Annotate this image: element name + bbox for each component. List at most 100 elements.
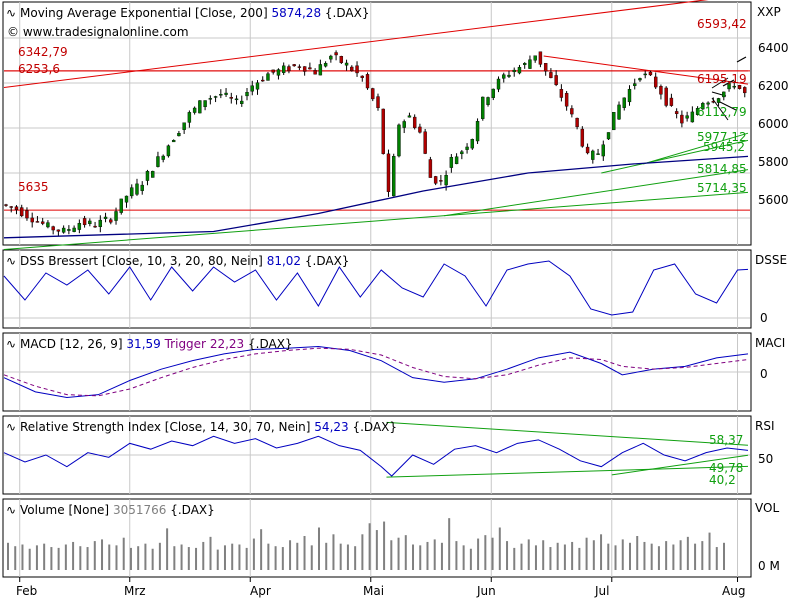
volume-bar: [86, 547, 89, 570]
projection-arrow: [711, 77, 729, 89]
volume-bar: [600, 534, 603, 570]
candle-down: [559, 89, 564, 98]
rsi-support-line-40: [386, 465, 749, 478]
volume-bar: [715, 547, 718, 570]
candle-up: [601, 144, 605, 157]
price-panel-title: Moving Average Exponential [Close, 200] …: [20, 6, 369, 20]
x-tick-jun: Jun: [476, 584, 496, 598]
candle-down: [653, 76, 658, 88]
volume-bar: [657, 546, 660, 570]
candle-up: [643, 73, 647, 76]
volume-bar: [115, 545, 118, 570]
candle-up: [240, 100, 244, 104]
candle-down: [433, 176, 438, 184]
volume-bar: [245, 547, 248, 570]
volume-bar: [187, 547, 190, 570]
candle-up: [701, 103, 705, 110]
candle-down: [381, 108, 385, 154]
volume-bar: [469, 548, 472, 570]
volume-bar: [534, 545, 537, 570]
volume-bar: [390, 540, 393, 570]
candle-down: [423, 131, 427, 154]
ema-200-line: [3, 155, 749, 239]
volume-bar: [289, 540, 292, 570]
volume-bar: [28, 548, 31, 570]
candle-down: [14, 206, 19, 211]
dss-line: [3, 260, 749, 316]
candle-up: [481, 96, 485, 119]
candle-down: [51, 226, 55, 231]
candle-down: [56, 229, 61, 232]
volume-bar: [672, 544, 675, 570]
candle-up: [690, 111, 695, 123]
candle-up: [103, 216, 108, 219]
volume-bar: [513, 547, 516, 570]
candle-down: [376, 96, 380, 109]
volume-bar: [556, 542, 559, 570]
volume-bar: [419, 545, 422, 570]
candle-down: [418, 126, 422, 133]
candle-up: [695, 108, 700, 115]
volume-bar: [57, 547, 60, 570]
candle-down: [35, 221, 40, 223]
volume-bar: [694, 543, 697, 570]
volume-bar: [173, 546, 176, 570]
volume-bar: [665, 541, 668, 570]
copyright-label: © www.tradesignalonline.com: [7, 25, 189, 39]
volume-bar: [361, 534, 364, 570]
rsi-level-label-49: 49,78: [709, 461, 743, 475]
candle-up: [140, 184, 144, 191]
indicator-lines: [3, 155, 749, 477]
volume-bar: [643, 541, 646, 570]
volume-bar: [578, 547, 581, 570]
candle-down: [386, 153, 391, 192]
volume-bar: [354, 546, 357, 570]
candle-down: [297, 66, 302, 68]
volume-bar: [281, 547, 284, 570]
candle-up: [491, 88, 495, 98]
volume-bar: [426, 541, 429, 570]
volume-panel-title: Volume [None] 3051766 {.DAX}: [20, 503, 215, 517]
candle-up: [266, 73, 270, 81]
volume-bar: [397, 537, 400, 570]
volume-bar: [506, 541, 509, 570]
macd-line: [3, 345, 749, 399]
volume-bar: [368, 523, 371, 570]
x-tick-aug: Aug: [722, 584, 745, 598]
macd-tick-0: 0: [760, 367, 768, 381]
candle-up: [208, 98, 213, 100]
candle-up: [523, 63, 527, 65]
volume-bar: [296, 542, 299, 570]
volume-bar: [614, 545, 617, 570]
candle-down: [549, 72, 553, 79]
rsi-panel-frame: [2, 415, 752, 495]
candle-up: [114, 211, 118, 221]
volume-bar: [484, 535, 487, 570]
x-tick-mrz: Mrz: [124, 584, 146, 598]
candle-up: [716, 98, 721, 103]
candle-up: [98, 219, 103, 228]
price-tick-5600: 5600: [758, 193, 789, 207]
support-line-5945,2: [601, 139, 749, 174]
candle-down: [25, 210, 29, 219]
candle-down: [109, 219, 113, 223]
rsi-resistance-line-58: [386, 421, 749, 446]
volume-panel-frame: [2, 498, 752, 578]
volume-bars: [7, 518, 726, 570]
candle-down: [4, 204, 8, 206]
candle-up: [622, 97, 626, 108]
volume-bar: [195, 547, 198, 570]
volume-bar: [455, 541, 458, 570]
volume-bar: [542, 540, 545, 570]
volume-tick-0m: 0 M: [758, 559, 780, 573]
candle-down: [538, 51, 543, 65]
candle-up: [77, 223, 82, 230]
x-tick-apr: Apr: [250, 584, 271, 598]
dss-panel-frame: [2, 249, 752, 329]
candle-down: [308, 67, 312, 70]
candle-up: [486, 97, 490, 105]
candle-up: [402, 121, 406, 128]
candle-up: [502, 74, 506, 79]
candle-up: [255, 82, 260, 90]
candle-down: [302, 66, 307, 72]
